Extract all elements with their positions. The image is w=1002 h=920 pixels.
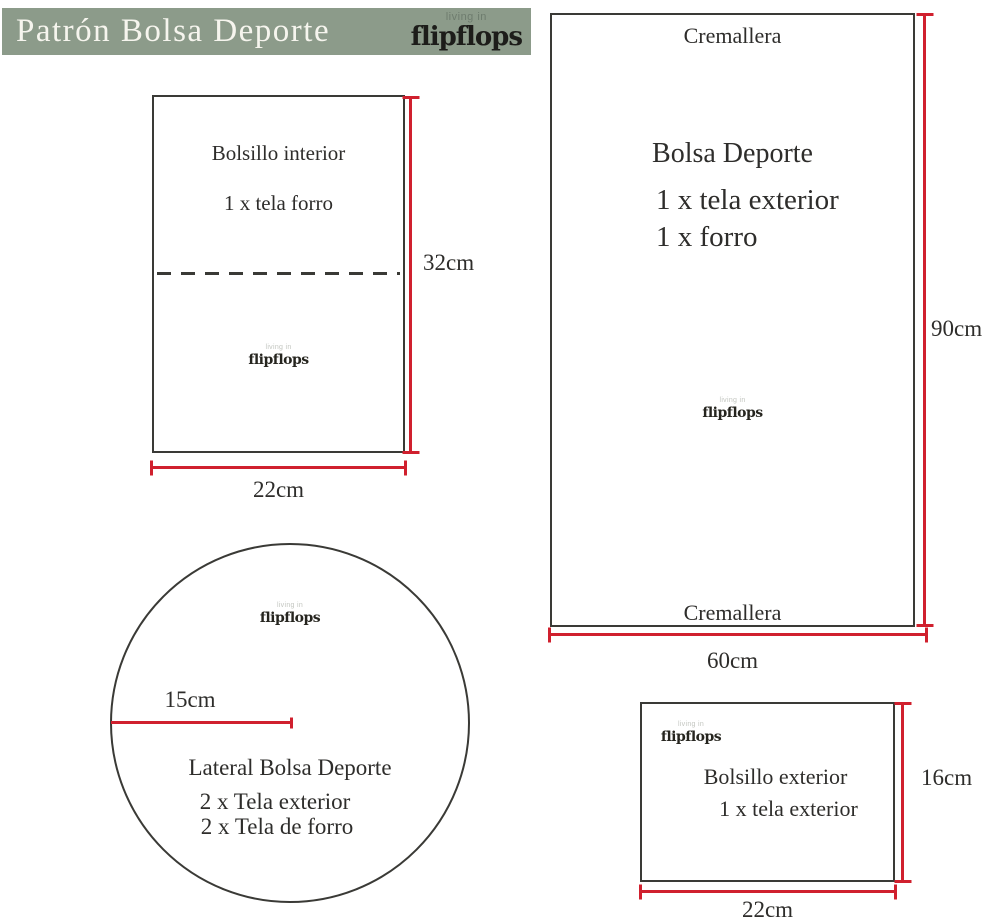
width-dimension-line — [639, 890, 897, 893]
brand-tagline: living in — [445, 11, 487, 23]
piece-fabric-2: 1 x forro — [656, 221, 758, 253]
watermark-name: flipflops — [660, 729, 722, 745]
width-dimension-line — [150, 466, 407, 469]
header-banner: Patrón Bolsa Deporte living in flipflops — [2, 8, 531, 55]
radius-dimension-label: 15cm — [164, 687, 216, 712]
zipper-label-bottom: Cremallera — [683, 600, 782, 625]
watermark-logo: living in flipflops — [112, 602, 468, 626]
watermark-tagline: living in — [719, 397, 746, 404]
piece-fabric: 1 x tela exterior — [719, 796, 858, 821]
watermark-logo: living in flipflops — [656, 721, 726, 745]
piece-title: Bolsillo exterior — [703, 764, 848, 789]
fabric-list: 1 x tela exterior 1 x forro — [656, 182, 839, 256]
watermark-logo: living in flipflops — [552, 397, 913, 421]
height-dimension-label: 32cm — [423, 250, 475, 275]
piece-bolsillo-exterior: living in flipflops Bolsillo exterior 1 … — [640, 702, 895, 882]
piece-fabric-1: 1 x tela exterior — [656, 184, 839, 216]
piece-title: Bolsillo interior — [211, 141, 346, 165]
watermark-name: flipflops — [702, 405, 763, 421]
width-dimension-label: 22cm — [252, 477, 305, 502]
width-dimension-label: 22cm — [741, 897, 794, 920]
watermark-tagline: living in — [265, 344, 292, 351]
watermark-tagline: living in — [677, 721, 705, 728]
radius-dimension-line — [111, 721, 293, 724]
page-title: Patrón Bolsa Deporte — [16, 13, 331, 49]
piece-fabric: 1 x tela forro — [223, 191, 334, 215]
piece-bolsillo-interior: Bolsillo interior 1 x tela forro living … — [152, 95, 405, 453]
watermark-tagline: living in — [276, 602, 304, 609]
watermark-name: flipflops — [248, 352, 309, 368]
width-dimension-line — [548, 633, 928, 636]
piece-title: Bolsa Deporte — [652, 138, 813, 169]
watermark-name: flipflops — [259, 610, 321, 626]
fold-line — [157, 272, 400, 275]
height-dimension-label: 16cm — [921, 765, 973, 790]
brand-name: flipflops — [410, 22, 523, 52]
height-dimension-line — [923, 13, 926, 627]
width-dimension-label: 60cm — [706, 648, 759, 673]
height-dimension-label: 90cm — [931, 316, 983, 341]
watermark-logo: living in flipflops — [154, 344, 403, 368]
piece-bolsa-deporte: Cremallera Bolsa Deporte 1 x tela exteri… — [550, 13, 915, 627]
piece-fabric-2: 2 x Tela de forro — [200, 814, 354, 839]
piece-fabric-1: 2 x Tela exterior — [199, 789, 351, 814]
brand-logo: living in flipflops — [410, 11, 523, 52]
height-dimension-line — [901, 702, 904, 883]
zipper-label-top: Cremallera — [683, 23, 782, 48]
height-dimension-line — [409, 96, 412, 454]
piece-title: Lateral Bolsa Deporte — [188, 755, 392, 780]
